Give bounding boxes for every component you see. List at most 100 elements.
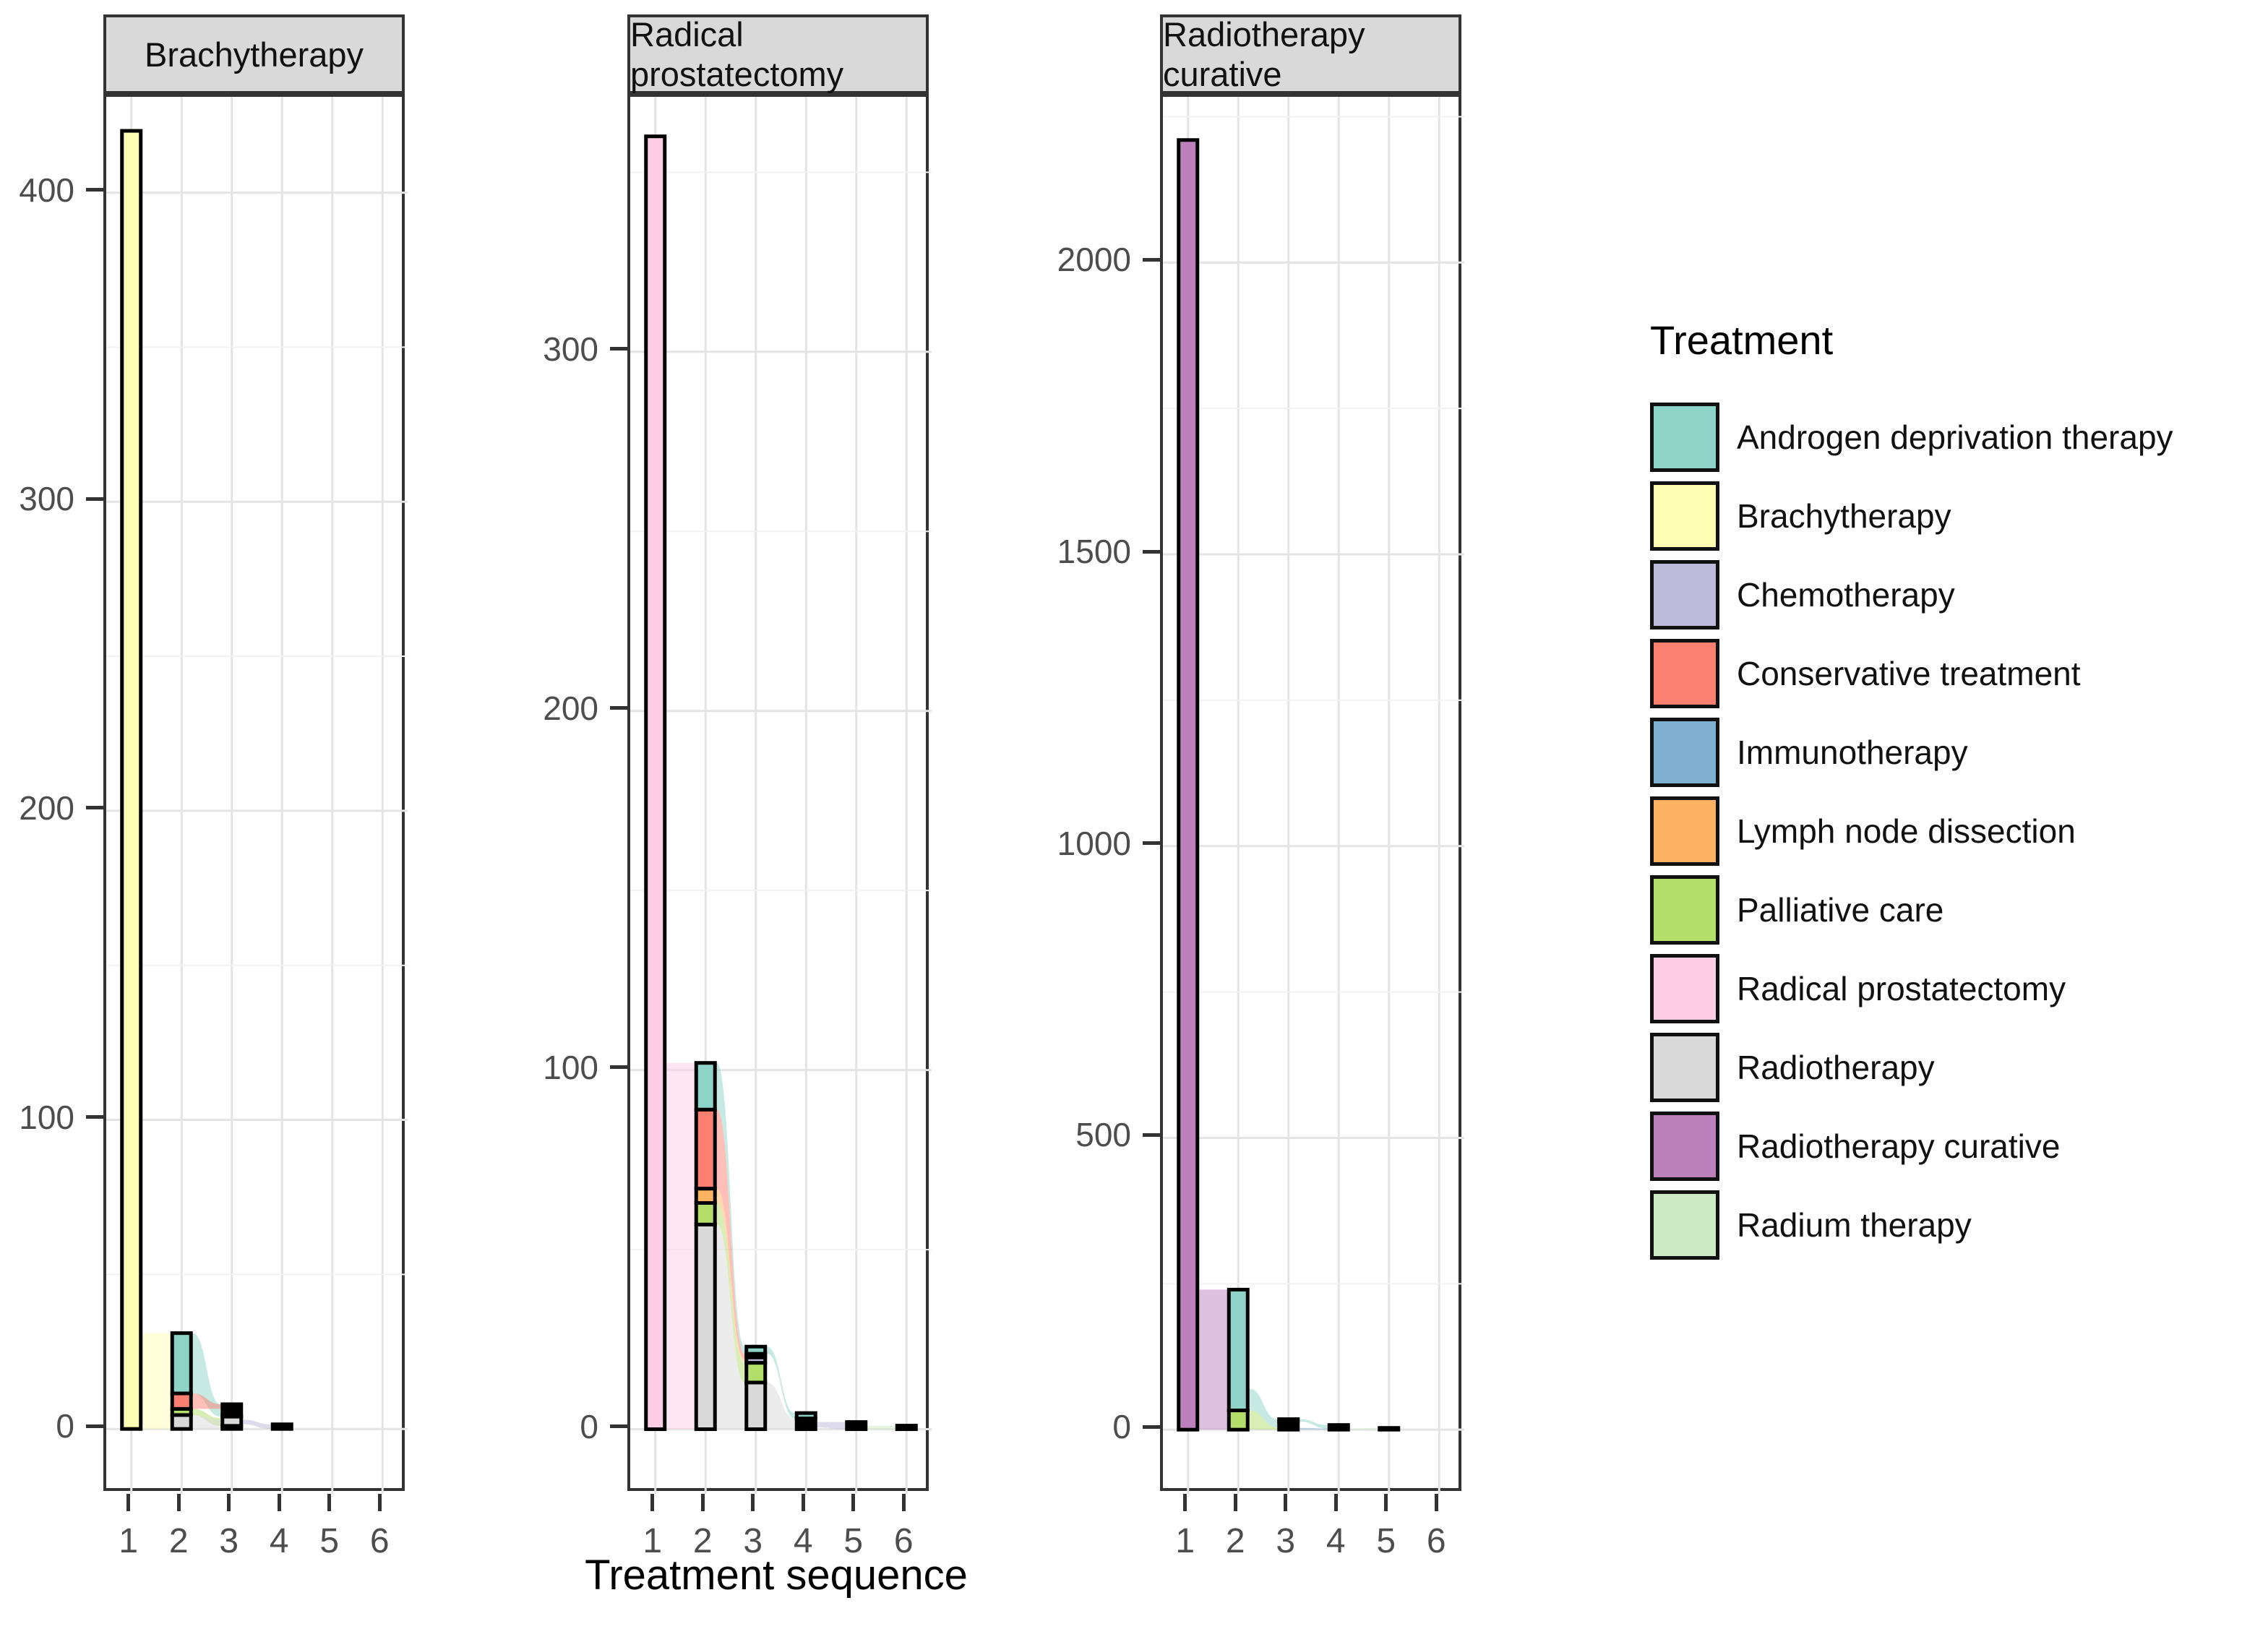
legend-label: Conservative treatment (1737, 655, 2081, 692)
bar-segment-mixed-small- (270, 1422, 293, 1431)
flow-ribbon-lymph-node-dissection (716, 1188, 745, 1362)
x-tick-label: 3 (1276, 1522, 1296, 1560)
x-tick-mark (377, 1494, 382, 1511)
flow-ribbon-conservative-treatment (192, 1393, 221, 1409)
flow-ribbon-radiotherapy (192, 1414, 221, 1430)
flow-ribbon-immunotherapy (1300, 1427, 1328, 1430)
y-tick-label: 100 (19, 1098, 74, 1136)
legend-label: Chemotherapy (1737, 576, 1955, 614)
x-tick-mark (277, 1494, 281, 1511)
bar-segment-radiotherapy (744, 1380, 768, 1432)
y-tick-mark (610, 347, 627, 351)
legend-label: Radium therapy (1737, 1206, 1972, 1244)
y-tick-mark (610, 1424, 627, 1429)
x-tick-mark (1434, 1494, 1438, 1511)
x-tick-mark (851, 1494, 856, 1511)
x-tick-mark (1284, 1494, 1288, 1511)
y-tick-mark (86, 188, 103, 192)
legend-key-radium-therapy (1650, 1190, 1719, 1260)
legend-label: Radical prostatectomy (1737, 970, 2066, 1007)
bar-segment-palliative-care (1227, 1409, 1250, 1432)
bar-segment-androgen-deprivation-therapy (1227, 1287, 1250, 1413)
legend-label: Palliative care (1737, 891, 1944, 929)
x-tick-label: 1 (119, 1522, 139, 1560)
flow-ribbon-brachytherapy (142, 1333, 171, 1430)
x-tick-label: 6 (893, 1522, 914, 1560)
x-tick-mark (1233, 1494, 1237, 1511)
x-axis-title: Treatment sequence (585, 1552, 968, 1599)
x-tick-mark (751, 1494, 755, 1511)
y-tick-mark (1143, 841, 1160, 846)
y-tick-label: 100 (543, 1048, 598, 1086)
legend-key-radiotherapy-curative (1650, 1112, 1719, 1181)
y-tick-label: 200 (19, 788, 74, 827)
bar-segment-mixed-small- (1327, 1423, 1350, 1432)
x-tick-label: 2 (168, 1522, 189, 1560)
bar-segment-androgen-deprivation-therapy (1277, 1417, 1300, 1424)
x-tick-label: 1 (1175, 1522, 1195, 1560)
bar-segment-lymph-node-dissection (694, 1187, 717, 1205)
y-tick-label: 0 (56, 1407, 74, 1445)
y-tick-label: 200 (543, 689, 598, 727)
legend-label: Lymph node dissection (1737, 812, 2076, 850)
facet-strip-3: Radiotherapy curative (1160, 14, 1461, 94)
flow-ribbon-radiotherapy (767, 1382, 795, 1430)
x-tick-mark (650, 1494, 655, 1511)
y-tick-label: 300 (543, 330, 598, 368)
bar-segment-mixed-small- (220, 1402, 244, 1419)
facet-strip-2: Radical prostatectomy (627, 14, 929, 94)
y-tick-label: 0 (1112, 1408, 1131, 1446)
facet-panel-2 (627, 94, 932, 1494)
y-tick-mark (1143, 549, 1160, 554)
flow-ribbon-radical-prostatectomy (666, 1062, 695, 1430)
legend-key-brachytherapy (1650, 481, 1719, 551)
bar-segment-palliative-care (694, 1200, 717, 1226)
bar-segment-palliative-care (744, 1361, 768, 1385)
bar-segment-mixed-small- (845, 1420, 868, 1432)
y-tick-label: 2000 (1057, 241, 1131, 279)
bar-segment-brachytherapy (120, 129, 143, 1431)
x-tick-label: 6 (1426, 1522, 1446, 1560)
x-tick-mark (901, 1494, 906, 1511)
y-tick-mark (1143, 1132, 1160, 1137)
bar-segment-androgen-deprivation-therapy (170, 1331, 193, 1396)
y-tick-mark (86, 497, 103, 501)
bar-segment-mixed-small- (895, 1424, 918, 1432)
legend-key-androgen-deprivation-therapy (1650, 403, 1719, 472)
panel-plot-svg (1163, 97, 1464, 1494)
bar-segment-conservative-treatment (694, 1107, 717, 1191)
y-tick-mark (610, 1065, 627, 1070)
flow-ribbon-androgen-deprivation-therapy (767, 1346, 795, 1419)
legend-key-lymph-node-dissection (1650, 796, 1719, 866)
x-tick-mark (1333, 1494, 1338, 1511)
facet-strip-1: Brachytherapy (103, 14, 405, 94)
legend-title: Treatment (1650, 317, 1834, 363)
flow-ribbon-androgen-deprivation-therapy (1300, 1419, 1328, 1429)
y-tick-label: 300 (19, 480, 74, 518)
flow-ribbon-radiotherapy-curative (1199, 1289, 1227, 1430)
bar-segment-androgen-deprivation-therapy (694, 1061, 717, 1112)
y-tick-mark (1143, 257, 1160, 262)
legend-key-radical-prostatectomy (1650, 954, 1719, 1023)
legend-key-chemotherapy (1650, 560, 1719, 629)
x-tick-mark (327, 1494, 332, 1511)
bar-segment-radiotherapy-curative (1177, 138, 1200, 1432)
bar-segment-conservative-treatment (170, 1391, 193, 1411)
y-tick-mark (86, 1424, 103, 1428)
flow-ribbon-palliative-care (1249, 1410, 1278, 1430)
bar-segment-androgen-deprivation-therapy (744, 1344, 768, 1356)
y-tick-label: 500 (1075, 1116, 1131, 1154)
y-tick-label: 400 (19, 171, 74, 209)
x-tick-mark (227, 1494, 231, 1511)
flow-ribbon-radium-therapy (1349, 1427, 1378, 1430)
x-tick-label: 6 (369, 1522, 390, 1560)
x-tick-mark (1183, 1494, 1187, 1511)
legend-label: Immunotherapy (1737, 734, 1968, 771)
y-tick-mark (610, 706, 627, 710)
flow-ribbon-radiotherapy (716, 1224, 745, 1430)
x-tick-label: 2 (692, 1522, 713, 1560)
bar-segment-mixed-small- (1378, 1426, 1401, 1432)
flow-ribbon-palliative-care (716, 1203, 745, 1383)
x-tick-label: 4 (1326, 1522, 1346, 1560)
y-tick-label: 1000 (1057, 824, 1131, 862)
